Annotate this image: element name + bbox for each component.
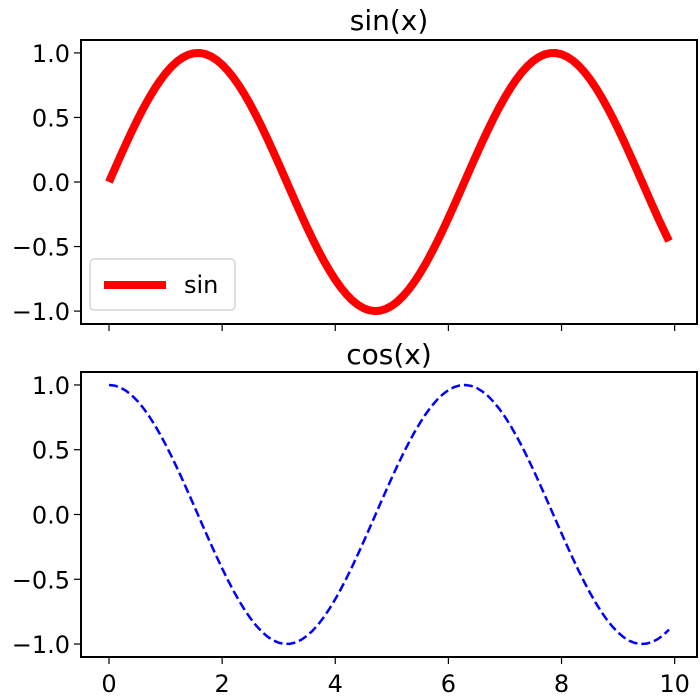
subplot-cos: cos(x) 0 2 4 6 8 10 −1.0 −0.5 0.0 0.5 1.0 [12,338,698,698]
x-tick-label: 4 [328,670,343,698]
legend-label-sin: sin [184,271,218,299]
series-group-sin [105,48,673,316]
y-tick-label: 1.0 [32,40,70,68]
subplot-sin: sin(x) −1.0 −0.5 0.0 0.5 1.0 sin [12,4,698,331]
axes-ticks-cos: 0 2 4 6 8 10 −1.0 −0.5 0.0 0.5 1.0 [12,372,690,698]
y-tick-label: −0.5 [12,234,70,262]
x-tick-label: 2 [214,670,229,698]
x-tick-label: 6 [441,670,456,698]
y-tick-label: 0.5 [32,437,70,465]
y-tick-label: −1.0 [12,631,70,659]
plot-frame-cos [80,371,698,658]
axes-ticks-sin: −1.0 −0.5 0.0 0.5 1.0 [12,40,676,331]
x-tick-label: 0 [101,670,116,698]
x-tick-label: 8 [554,670,569,698]
chart-title-sin: sin(x) [350,4,429,37]
series-group-cos [108,383,670,646]
series-line-cos [108,383,670,646]
y-tick-label: 0.0 [32,169,70,197]
chart-title-cos: cos(x) [346,338,432,371]
y-tick-label: 0.0 [32,502,70,530]
legend: sin [89,258,236,311]
y-tick-label: 1.0 [32,372,70,400]
series-line-sin [105,48,673,316]
x-tick-label: 10 [659,670,690,698]
y-tick-label: 0.5 [32,104,70,132]
y-tick-label: −1.0 [12,298,70,326]
y-tick-label: −0.5 [12,566,70,594]
